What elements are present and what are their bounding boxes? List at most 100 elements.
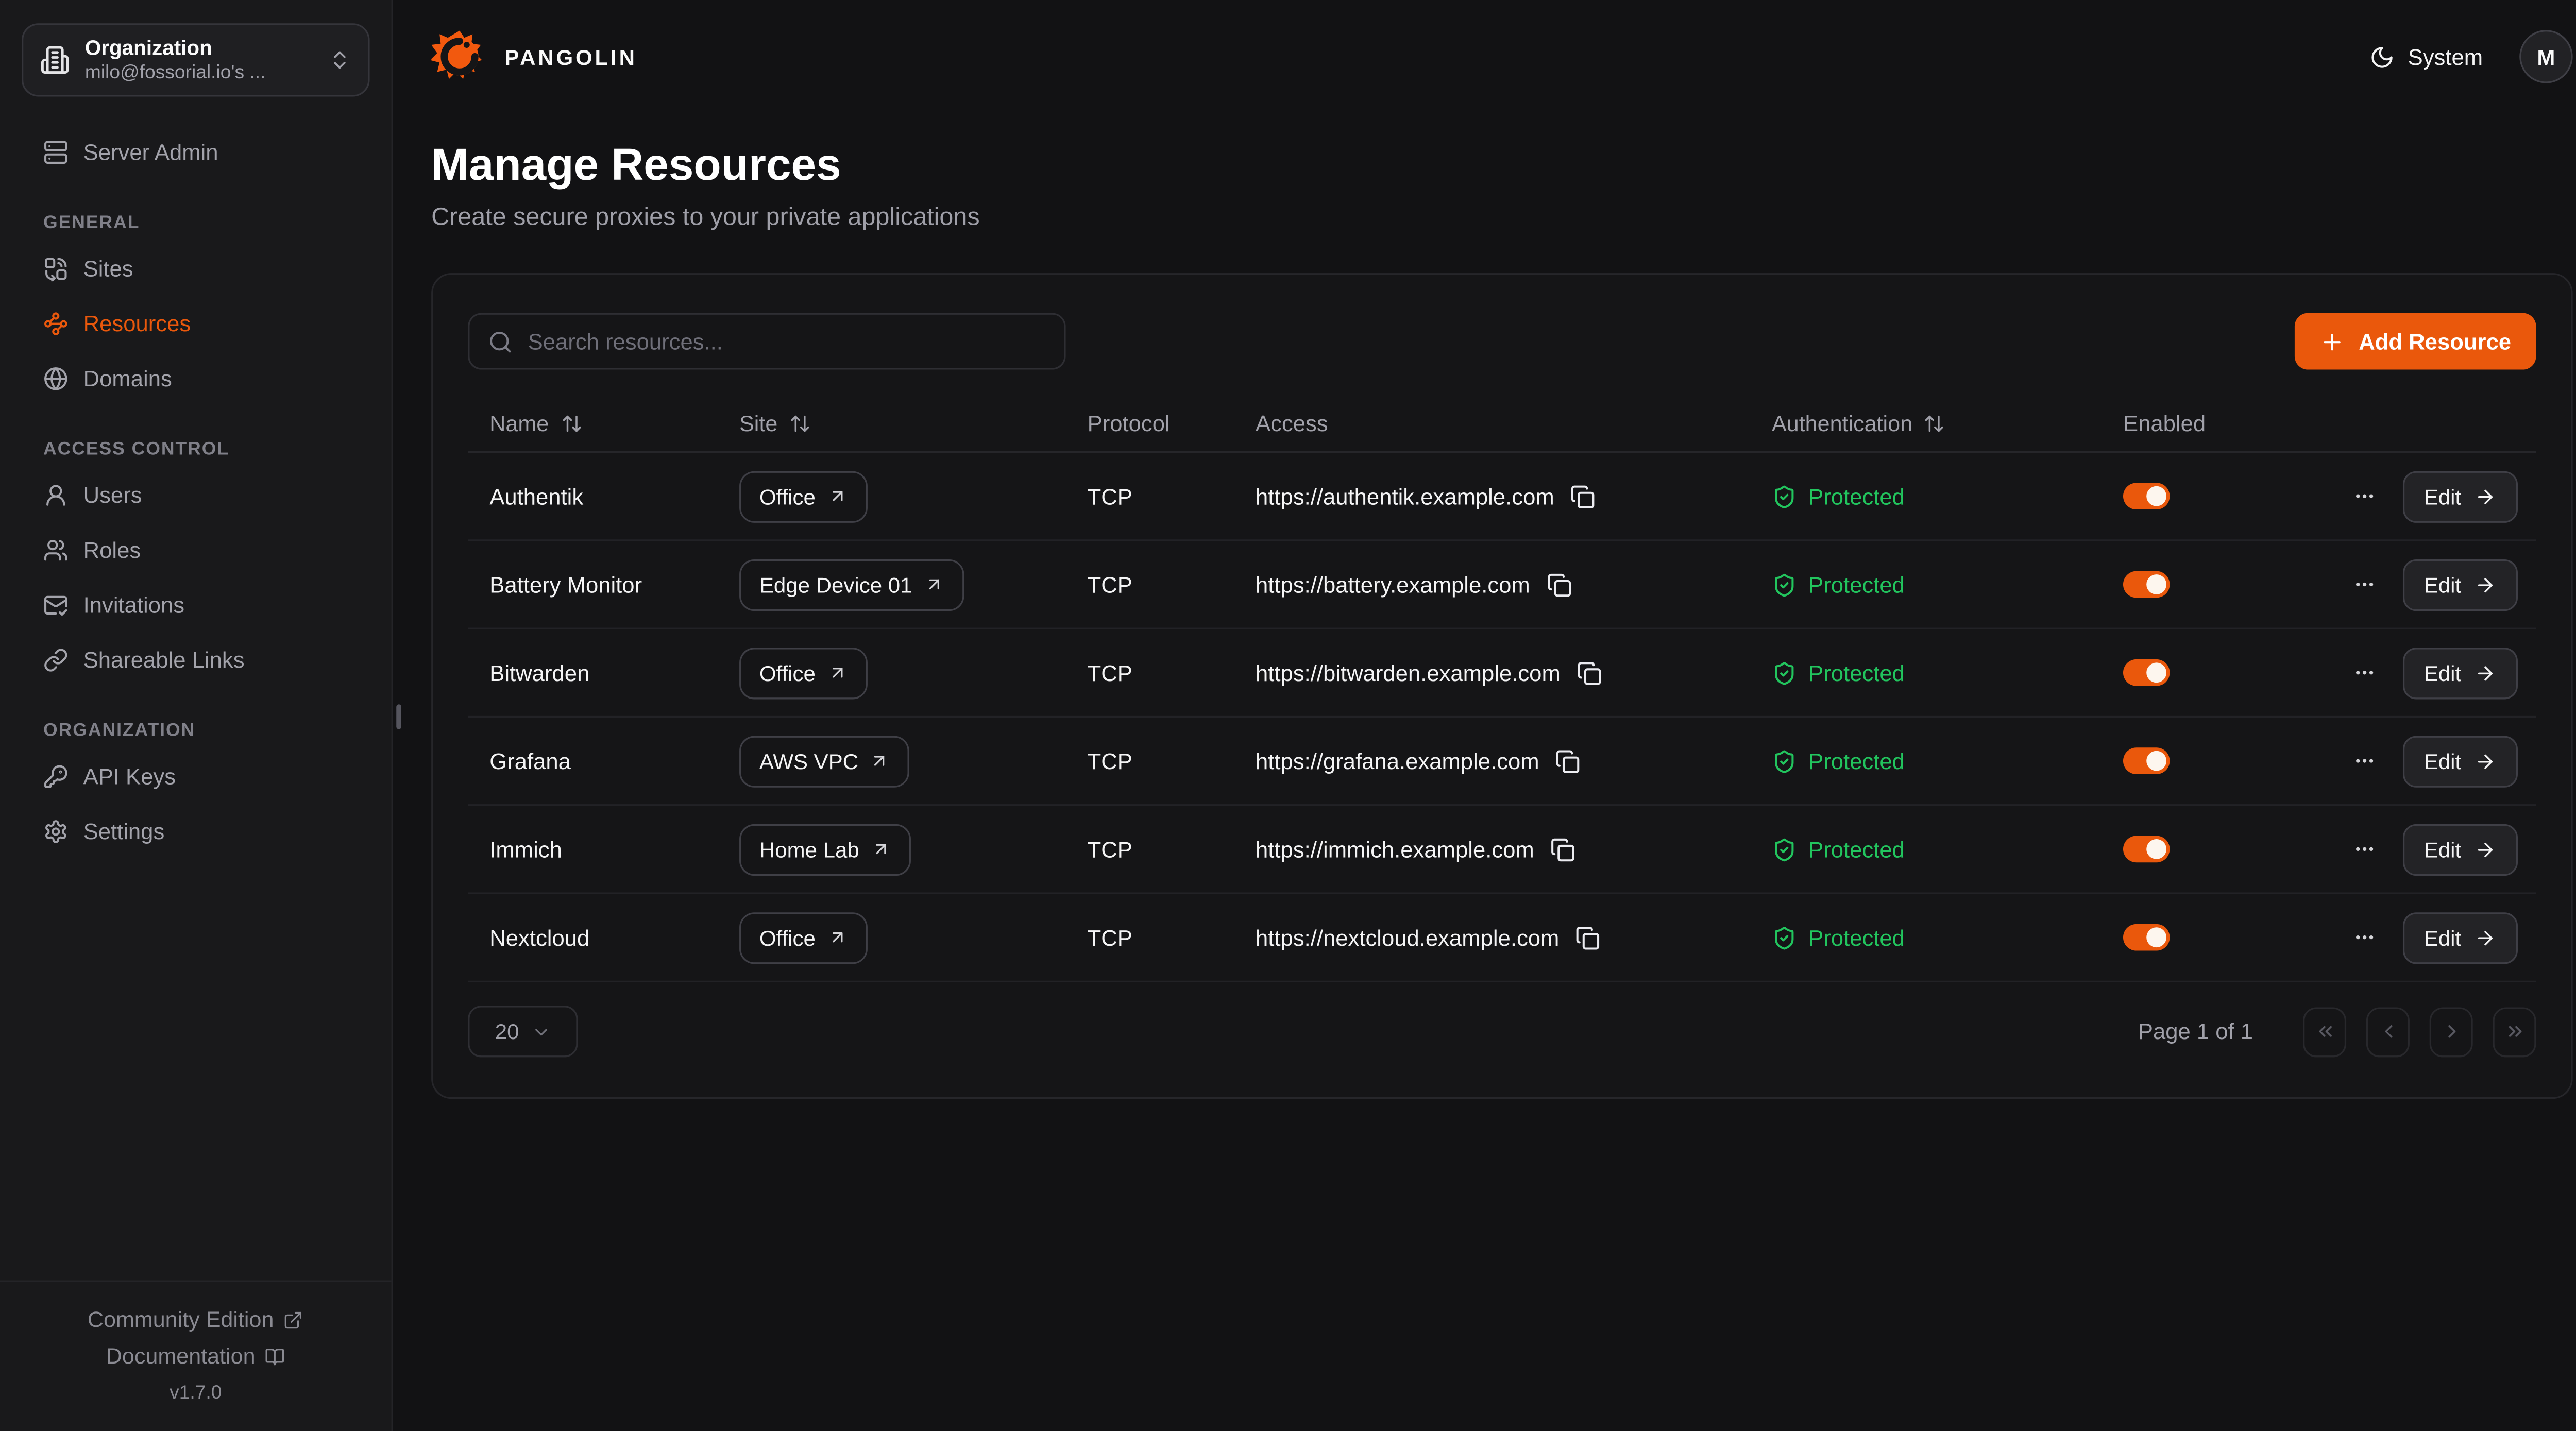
enabled-toggle[interactable] bbox=[2123, 571, 2170, 598]
first-page-button[interactable] bbox=[2303, 1006, 2347, 1057]
sidebar-item-settings[interactable]: Settings bbox=[22, 806, 370, 856]
arrow-right-icon bbox=[2475, 485, 2496, 507]
copy-url-button[interactable] bbox=[1547, 572, 1571, 597]
column-header-access: Access bbox=[1256, 411, 1328, 436]
sidebar-item-label: API Keys bbox=[83, 763, 176, 789]
previous-page-button[interactable] bbox=[2366, 1006, 2410, 1057]
add-resource-button[interactable]: Add Resource bbox=[2295, 313, 2536, 370]
copy-url-button[interactable] bbox=[1571, 484, 1596, 508]
user-avatar[interactable]: M bbox=[2519, 30, 2573, 83]
site-link-button[interactable]: Edge Device 01 bbox=[739, 558, 964, 610]
sidebar-item-sites[interactable]: Sites bbox=[22, 243, 370, 293]
sidebar-item-resources[interactable]: Resources bbox=[22, 298, 370, 348]
row-menu-button[interactable] bbox=[2350, 836, 2377, 863]
copy-url-button[interactable] bbox=[1556, 748, 1581, 773]
sidebar-item-shareable-links[interactable]: Shareable Links bbox=[22, 634, 370, 684]
page-size-select[interactable]: 20 bbox=[468, 1006, 578, 1058]
copy-icon bbox=[1577, 660, 1602, 685]
arrow-up-right-icon bbox=[871, 839, 891, 859]
copy-icon bbox=[1547, 572, 1571, 597]
documentation-link[interactable]: Documentation bbox=[16, 1338, 375, 1374]
edit-button[interactable]: Edit bbox=[2402, 558, 2518, 610]
sidebar-item-server-admin[interactable]: Server Admin bbox=[22, 127, 370, 177]
theme-toggle-button[interactable]: System bbox=[2369, 44, 2483, 69]
sites-combine-icon bbox=[43, 255, 68, 280]
sidebar-section-general: GENERAL bbox=[43, 213, 140, 233]
site-link-button[interactable]: Office bbox=[739, 646, 868, 699]
column-header-name[interactable]: Name bbox=[468, 411, 718, 436]
enabled-toggle[interactable] bbox=[2123, 836, 2170, 863]
arrow-right-icon bbox=[2475, 838, 2496, 860]
arrow-right-icon bbox=[2475, 750, 2496, 772]
auth-status-badge: Protected bbox=[1808, 925, 1905, 950]
sidebar: Organization milo@fossorial.io's ... Ser… bbox=[0, 0, 393, 1431]
edit-button[interactable]: Edit bbox=[2402, 646, 2518, 699]
edit-button[interactable]: Edit bbox=[2402, 470, 2518, 522]
row-menu-button[interactable] bbox=[2350, 659, 2377, 686]
edit-button[interactable]: Edit bbox=[2402, 823, 2518, 875]
plus-icon bbox=[2320, 329, 2345, 353]
card-toolbar: Add Resource bbox=[468, 313, 2536, 370]
sidebar-item-api-keys[interactable]: API Keys bbox=[22, 751, 370, 801]
enabled-toggle[interactable] bbox=[2123, 924, 2170, 951]
table-row: Nextcloud Office TCP https://nextcloud.e… bbox=[468, 894, 2536, 982]
edit-button[interactable]: Edit bbox=[2402, 911, 2518, 963]
site-link-button[interactable]: Home Lab bbox=[739, 823, 911, 875]
row-menu-button[interactable] bbox=[2350, 571, 2377, 598]
sidebar-item-domains[interactable]: Domains bbox=[22, 353, 370, 403]
column-header-authentication[interactable]: Authentication bbox=[1750, 411, 2102, 436]
column-header-site[interactable]: Site bbox=[718, 411, 1066, 436]
enabled-toggle[interactable] bbox=[2123, 483, 2170, 510]
sidebar-resize-handle[interactable] bbox=[396, 704, 401, 729]
copy-url-button[interactable] bbox=[1577, 660, 1602, 685]
resource-url: https://authentik.example.com bbox=[1256, 483, 1554, 509]
next-page-button[interactable] bbox=[2429, 1006, 2473, 1057]
enabled-toggle[interactable] bbox=[2123, 747, 2170, 774]
brand: PANGOLIN bbox=[431, 28, 637, 85]
arrow-right-icon bbox=[2475, 927, 2496, 948]
community-edition-link[interactable]: Community Edition bbox=[16, 1301, 375, 1338]
resource-protocol: TCP bbox=[1087, 660, 1132, 686]
resources-card: Add Resource Name Site Protocol Access A… bbox=[431, 273, 2573, 1099]
last-page-button[interactable] bbox=[2493, 1006, 2536, 1057]
ellipsis-icon bbox=[2350, 483, 2377, 509]
org-switcher[interactable]: Organization milo@fossorial.io's ... bbox=[22, 23, 370, 97]
search-icon bbox=[488, 329, 513, 353]
search-box bbox=[468, 313, 1066, 370]
key-icon bbox=[43, 763, 68, 788]
sidebar-footer: Community Edition Documentation v1.7.0 bbox=[0, 1280, 392, 1431]
sidebar-item-users[interactable]: Users bbox=[22, 469, 370, 519]
page-indicator: Page 1 of 1 bbox=[2138, 1019, 2253, 1044]
auth-status-badge: Protected bbox=[1808, 748, 1905, 774]
site-link-button[interactable]: Office bbox=[739, 911, 868, 963]
row-menu-button[interactable] bbox=[2350, 924, 2377, 951]
resource-name: Authentik bbox=[489, 483, 584, 509]
site-link-button[interactable]: Office bbox=[739, 470, 868, 522]
resource-url: https://battery.example.com bbox=[1256, 572, 1530, 597]
copy-url-button[interactable] bbox=[1576, 925, 1601, 949]
site-link-button[interactable]: AWS VPC bbox=[739, 735, 910, 787]
resource-name: Bitwarden bbox=[489, 660, 590, 686]
row-menu-button[interactable] bbox=[2350, 747, 2377, 774]
edit-button[interactable]: Edit bbox=[2402, 735, 2518, 787]
enabled-toggle[interactable] bbox=[2123, 659, 2170, 686]
sidebar-item-invitations[interactable]: Invitations bbox=[22, 580, 370, 629]
resource-url: https://bitwarden.example.com bbox=[1256, 660, 1561, 686]
arrow-up-right-icon bbox=[924, 574, 944, 594]
auth-status-badge: Protected bbox=[1808, 660, 1905, 686]
sidebar-item-label: Domains bbox=[83, 365, 172, 390]
page-title: Manage Resources bbox=[431, 140, 841, 190]
copy-url-button[interactable] bbox=[1551, 837, 1575, 861]
chevrons-up-down-icon bbox=[328, 48, 351, 72]
auth-status-badge: Protected bbox=[1808, 572, 1905, 597]
shield-check-icon bbox=[1772, 572, 1797, 597]
sidebar-item-label: Server Admin bbox=[83, 139, 218, 164]
sidebar-item-roles[interactable]: Roles bbox=[22, 524, 370, 574]
search-input[interactable] bbox=[528, 329, 1046, 354]
resource-name: Immich bbox=[489, 837, 562, 862]
moon-icon bbox=[2369, 44, 2394, 69]
row-menu-button[interactable] bbox=[2350, 483, 2377, 509]
gear-icon bbox=[43, 819, 68, 843]
table-row: Grafana AWS VPC TCP https://grafana.exam… bbox=[468, 718, 2536, 806]
